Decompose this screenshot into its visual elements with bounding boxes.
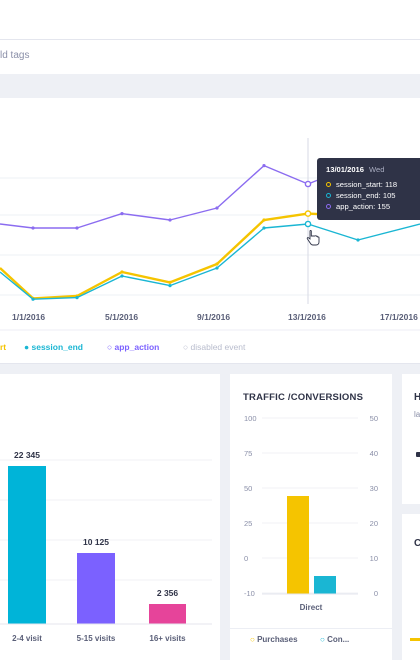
events-line-chart-card: 1/1/2016 5/1/2016 9/1/2016 13/1/2016 17/1/20… <box>0 98 420 364</box>
visits-bar-chart: 22 345 2-4 visit 10 125 5-15 visits 2 356 16+… <box>0 450 212 643</box>
section-divider <box>0 74 420 98</box>
point-session_end-8 <box>356 238 360 242</box>
point-session_end-6 <box>262 226 266 230</box>
right-top-card-title: H <box>414 392 420 403</box>
tags-bar[interactable]: ld tags <box>0 40 420 74</box>
visits-bar-value-2: 2 356 <box>157 588 179 598</box>
tooltip-app-action-value: app_action: 155 <box>336 202 391 211</box>
highlight-point-session_start <box>304 210 312 217</box>
point-session_start-4 <box>168 280 172 284</box>
visits-bar-0 <box>8 466 46 624</box>
point-session_end-1 <box>31 297 35 301</box>
traffic-conversions-chart: 100 50 75 40 50 30 25 20 0 10 -10 0 Direct <box>244 414 378 612</box>
x-tick-label-4: 17/1/2016 <box>380 312 418 322</box>
right-top-card: H la <box>402 374 420 504</box>
point-session_end-4 <box>168 284 172 288</box>
x-tick-label-3: 13/1/2016 <box>288 312 326 322</box>
session-start-dot-icon <box>326 182 331 187</box>
legend-session-end-label: session_end <box>31 342 84 352</box>
visits-bar-chart-card: 22 345 2-4 visit 10 125 5-15 visits 2 356 16+… <box>0 374 220 660</box>
top-bar <box>0 0 420 40</box>
tooltip-row-session-end: session_end: 105 <box>326 191 418 200</box>
app-action-dot-icon <box>326 204 331 209</box>
traffic-y-left-0: 100 <box>244 414 257 423</box>
section-divider-bottom <box>0 364 420 374</box>
right-top-card-subtitle: la <box>414 410 420 419</box>
visits-category-0: 2-4 visit <box>12 634 42 643</box>
traffic-bar-conversions <box>314 576 336 594</box>
traffic-y-left-2: 50 <box>244 484 252 493</box>
point-app_action-6 <box>262 164 266 168</box>
events-line-chart[interactable]: 1/1/2016 5/1/2016 9/1/2016 13/1/2016 17/1/20… <box>0 98 420 364</box>
legend-disabled-event-label: disabled event <box>190 342 246 352</box>
visits-category-1: 5-15 visits <box>77 634 116 643</box>
visits-category-2: 16+ visits <box>149 634 186 643</box>
visits-bar-value-0: 22 345 <box>14 450 40 460</box>
x-tick-label-1: 5/1/2016 <box>105 312 138 322</box>
traffic-y-left-1: 75 <box>244 449 252 458</box>
traffic-y-right-4: 10 <box>370 554 378 563</box>
point-app_action-3 <box>120 212 124 216</box>
chart-tooltip: 13/01/2016 Wed session_start: 118 session… <box>317 158 420 220</box>
point-session_start-6 <box>262 218 266 222</box>
point-session_start-3 <box>120 270 124 274</box>
traffic-y-right-1: 40 <box>370 449 378 458</box>
point-app_action-4 <box>168 218 172 222</box>
traffic-y-right-0: 50 <box>370 414 378 423</box>
traffic-y-left-4: 0 <box>244 554 248 563</box>
traffic-y-right-2: 30 <box>370 484 378 493</box>
point-app_action-1 <box>31 226 35 230</box>
right-bottom-card-bar <box>410 638 420 641</box>
point-session_end-3 <box>120 274 124 278</box>
legend-session-start[interactable]: rt <box>0 342 6 352</box>
legend-disabled-event[interactable]: ○ disabled event <box>183 342 246 352</box>
visits-bar-2 <box>149 604 186 624</box>
traffic-y-left-5: -10 <box>244 589 255 598</box>
tooltip-header: 13/01/2016 Wed <box>326 165 418 174</box>
series-line-session_end <box>0 223 420 300</box>
series-line-session_start <box>0 212 420 300</box>
tooltip-session-start-value: session_start: 118 <box>336 180 398 189</box>
traffic-y-right-5: 0 <box>374 589 378 598</box>
legend-session-start-label: rt <box>0 342 7 352</box>
point-app_action-5 <box>215 206 219 210</box>
highlight-point-app_action <box>304 180 312 188</box>
tooltip-day: Wed <box>369 165 385 174</box>
tooltip-row-app-action: app_action: 155 <box>326 202 418 211</box>
legend-app-action[interactable]: ○ app_action <box>107 342 160 352</box>
visits-bar-value-1: 10 125 <box>83 537 109 547</box>
legend-conversions-label: Con... <box>327 635 350 644</box>
legend-session-end[interactable]: ● session_end <box>24 342 83 352</box>
legend-app-action-label: app_action <box>114 342 160 352</box>
traffic-category-label: Direct <box>300 603 323 612</box>
hand-pointer-icon <box>306 230 320 246</box>
legend-conversions[interactable]: ○ Con... <box>320 635 350 644</box>
x-tick-label-0: 1/1/2016 <box>12 312 45 322</box>
point-session_end-2 <box>75 296 79 300</box>
right-bottom-card-title: C <box>414 538 420 549</box>
line-chart-legend: rt ● session_end ○ app_action ○ disabled… <box>0 342 420 356</box>
legend-purchases-label: Purchases <box>257 635 298 644</box>
traffic-y-right-3: 20 <box>370 519 378 528</box>
traffic-y-left-3: 25 <box>244 519 252 528</box>
tooltip-session-end-value: session_end: 105 <box>336 191 396 200</box>
visits-bar-1 <box>77 553 115 624</box>
traffic-conversions-card: TRAFFIC /CONVERSIONS 100 50 75 40 50 30 25 20 0 1… <box>230 374 392 660</box>
point-session_end-5 <box>215 266 219 270</box>
tooltip-date: 13/01/2016 <box>326 165 365 174</box>
legend-purchases[interactable]: ○ Purchases <box>250 635 298 644</box>
traffic-legend: ○ Purchases ○ Con... <box>230 628 392 644</box>
highlight-point-session_end <box>304 220 312 228</box>
right-top-card-marker <box>416 452 420 457</box>
add-tags-input[interactable]: ld tags <box>0 50 30 61</box>
traffic-bar-purchases <box>287 496 309 594</box>
tooltip-row-session-start: session_start: 118 <box>326 180 418 189</box>
right-bottom-card: C <box>402 514 420 660</box>
session-end-dot-icon <box>326 193 331 198</box>
traffic-conversions-title: TRAFFIC /CONVERSIONS <box>243 392 364 403</box>
point-session_start-5 <box>215 262 219 266</box>
x-tick-label-2: 9/1/2016 <box>197 312 230 322</box>
point-app_action-2 <box>75 226 79 230</box>
